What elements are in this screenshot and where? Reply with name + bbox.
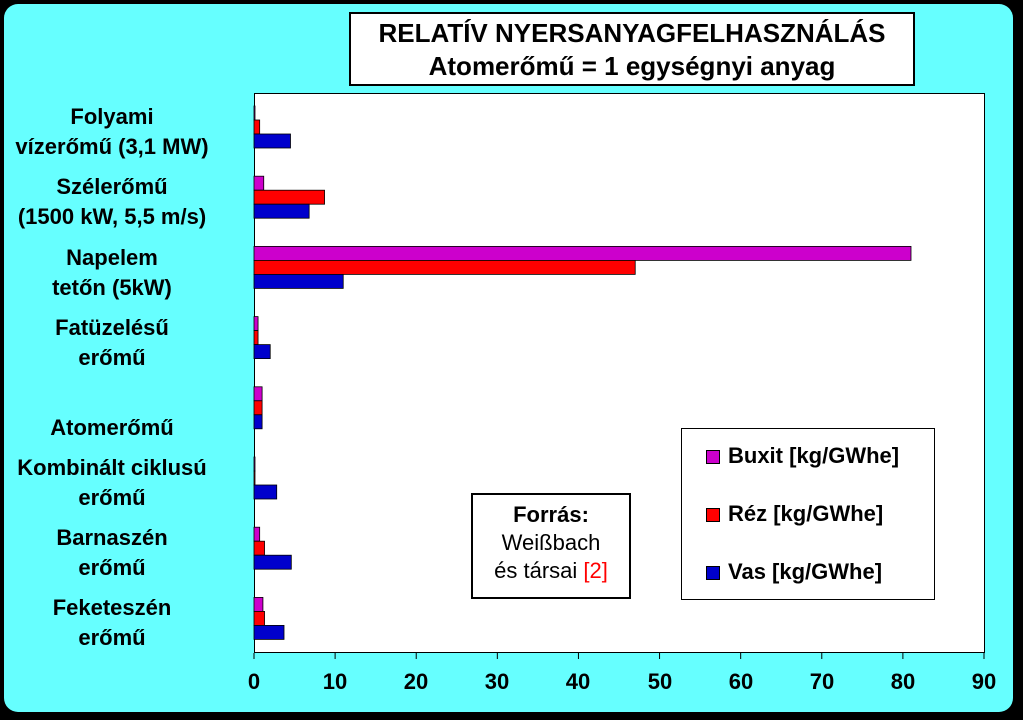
chart-subtitle: Atomerőmű = 1 egységnyi anyag	[428, 51, 836, 81]
category-label-szeleromu: Szélerőmű (1500 kW, 5,5 m/s)	[17, 174, 207, 229]
bar-buxit	[253, 597, 264, 612]
bar-buxit	[253, 316, 259, 332]
x-tick-label: 10	[322, 669, 348, 694]
bar-rez	[253, 119, 261, 135]
legend: Buxit [kg/GWhe] Réz [kg/GWhe] Vas [kg/GW…	[681, 428, 935, 600]
legend-swatch-rez	[706, 508, 720, 523]
category-label-atomeromu: Atomerőmű	[50, 415, 174, 440]
bar-rez	[253, 259, 636, 275]
bar-buxit	[253, 175, 265, 191]
category-label-napelem: Napelem tetőn (5kW)	[52, 245, 172, 300]
chart-title: RELATÍV NYERSANYAGFELHASZNÁLÁS	[378, 18, 886, 48]
bar-buxit	[253, 526, 261, 542]
category-label-folyami: Folyami vízerőmű (3,1 MW)	[15, 104, 209, 159]
bar-vas	[253, 273, 344, 289]
bar-rez	[253, 400, 263, 416]
bar-rez	[253, 611, 265, 626]
x-tick-label: 30	[484, 669, 510, 694]
x-tick-label: 50	[647, 669, 673, 694]
bar-buxit	[253, 456, 256, 472]
bar-rez	[253, 189, 325, 205]
category-label-feketeszen: Feketeszén erőmű	[52, 595, 172, 650]
category-label-barnaszen: Barnaszén erőmű	[56, 525, 168, 580]
chart-title-box: RELATÍV NYERSANYAGFELHASZNÁLÁS Atomerőmű…	[349, 12, 915, 86]
legend-item-vas: Vas [kg/GWhe]	[706, 559, 882, 585]
source-box: Forrás: Weißbach és társai [2]	[471, 493, 631, 599]
bar-rez	[253, 330, 259, 346]
bar-vas	[253, 625, 285, 640]
legend-item-rez: Réz [kg/GWhe]	[706, 501, 883, 527]
bar-buxit	[253, 105, 256, 121]
bar-vas	[253, 484, 278, 500]
x-tick-label: 40	[565, 669, 591, 694]
bar-vas	[253, 133, 291, 149]
x-tick-label: 60	[728, 669, 754, 694]
legend-item-buxit: Buxit [kg/GWhe]	[706, 443, 899, 469]
bar-buxit	[253, 245, 912, 261]
category-label-fatuzelesu: Fatüzelésű erőmű	[55, 315, 169, 370]
bar-vas	[253, 554, 292, 570]
source-heading: Forrás:	[513, 502, 589, 527]
x-tick-label: 0	[247, 669, 261, 694]
bar-vas	[253, 414, 263, 430]
legend-swatch-buxit	[706, 450, 720, 465]
bar-buxit	[253, 386, 263, 402]
bar-rez	[253, 540, 265, 556]
x-tick-label: 20	[403, 669, 429, 694]
x-tick-label: 70	[809, 669, 835, 694]
legend-swatch-vas	[706, 566, 720, 581]
source-line2: és társai [2]	[494, 558, 608, 583]
x-tick-label: 90	[971, 669, 997, 694]
category-label-kombinalt: Kombinált ciklusú erőmű	[17, 455, 207, 510]
source-line1: Weißbach	[501, 530, 601, 555]
x-tick-label: 80	[890, 669, 916, 694]
bar-vas	[253, 344, 271, 360]
bar-rez	[253, 470, 256, 486]
bar-vas	[253, 203, 310, 219]
source-ref: [2]	[583, 558, 608, 583]
